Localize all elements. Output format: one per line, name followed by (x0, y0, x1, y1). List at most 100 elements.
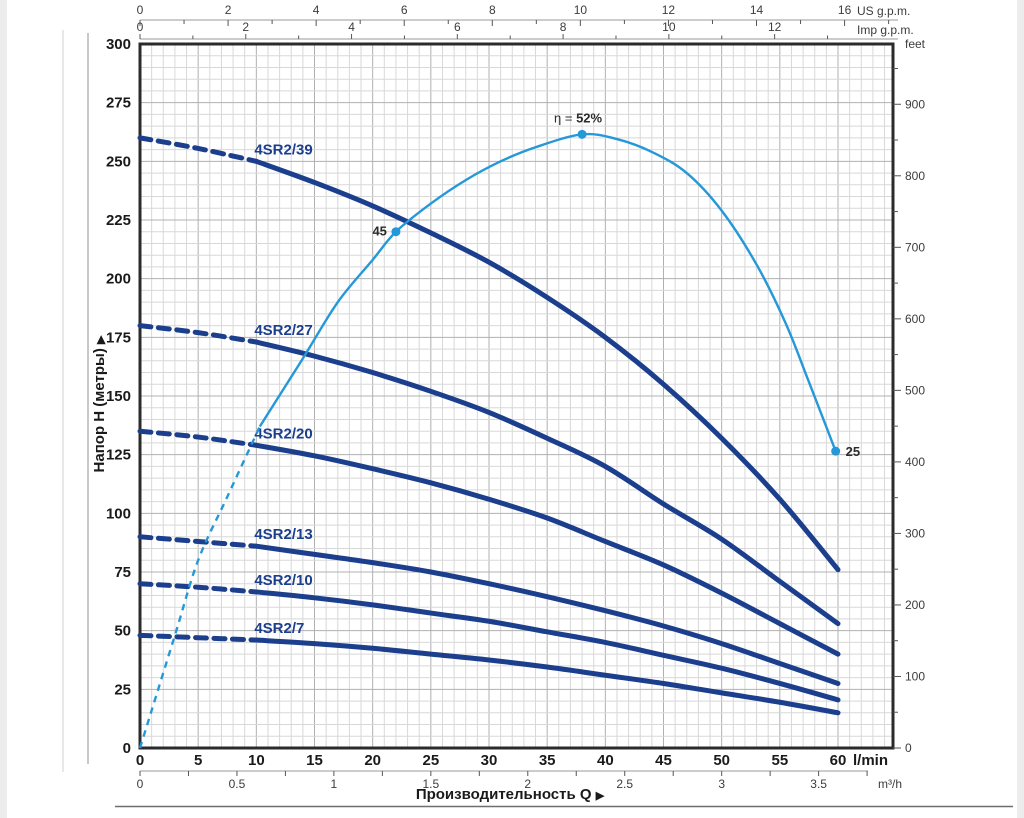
efficiency-point-45 (391, 227, 401, 237)
curve-4sr2-10-dashed (137, 581, 259, 595)
tick-label-meters: 25 (114, 681, 131, 698)
tick-label-meters: 125 (106, 447, 131, 464)
y-axis-title: Напор H (метры) ▶ (91, 335, 108, 472)
axis-unit-us-gpm: US g.p.m. (857, 4, 910, 18)
curve-4sr2-39 (253, 158, 841, 573)
tick-label-imp-gpm: 6 (454, 20, 461, 34)
page-edge-shadow-right (1017, 0, 1024, 818)
curve-4sr2-13 (253, 543, 841, 686)
tick-label-lmin: 10 (248, 752, 265, 769)
tick-label-lmin: 35 (539, 752, 556, 769)
tick-label-lmin: 40 (597, 752, 614, 769)
axis-us-gpm: 0 2 4 6 8 10 12 14 16 US g.p.m. (137, 3, 910, 26)
tick-label-feet: 900 (905, 97, 925, 111)
tick-label-imp-gpm: 0 (137, 20, 144, 34)
efficiency-label-25: 25 (846, 444, 860, 459)
tick-label-meters: 275 (106, 95, 131, 112)
plot-frame (138, 42, 895, 750)
tick-label-meters: 50 (114, 623, 131, 640)
x-axis-title: Производительность Q ▶ (416, 786, 605, 803)
tick-label-us-gpm: 0 (137, 3, 144, 17)
tick-label-meters: 300 (106, 36, 131, 53)
axis-feet: 0 100 200 300 400 500 600 700 800 900 feet (893, 37, 926, 755)
curve-label-4sr2-7: 4SR2/7 (254, 620, 304, 637)
tick-label-m3h: 2.5 (616, 777, 633, 791)
page-edge-shadow-left (0, 0, 7, 818)
tick-label-us-gpm: 2 (225, 3, 232, 17)
tick-label-feet: 500 (905, 383, 925, 397)
tick-label-us-gpm: 8 (489, 3, 496, 17)
tick-label-meters: 200 (106, 271, 131, 288)
tick-label-us-gpm: 6 (401, 3, 408, 17)
curve-4sr2-7 (253, 637, 841, 716)
pump-curves: 4SR2/39 4SR2/27 4SR2/20 4SR2/13 4SR2/10 4SR2/… (137, 135, 841, 716)
tick-label-us-gpm: 14 (750, 3, 764, 17)
axis-unit-lmin: l/min (853, 752, 888, 769)
tick-label-feet: 0 (905, 741, 912, 755)
curve-4sr2-7-dashed (137, 632, 259, 643)
tick-label-feet: 600 (905, 312, 925, 326)
axis-lmin: 0 5 10 15 20 25 30 35 40 45 50 55 60 l/min (136, 752, 888, 769)
tick-label-meters: 175 (106, 329, 131, 346)
tick-label-imp-gpm: 4 (348, 20, 355, 34)
tick-label-meters: 0 (123, 740, 131, 757)
tick-label-meters: 250 (106, 153, 131, 170)
tick-label-imp-gpm: 2 (242, 20, 249, 34)
tick-label-us-gpm: 4 (313, 3, 320, 17)
tick-label-m3h: 2 (524, 777, 531, 791)
axis-unit-feet: feet (905, 37, 926, 51)
tick-label-lmin: 20 (364, 752, 381, 769)
tick-label-m3h: 3.5 (810, 777, 827, 791)
curve-label-4sr2-10: 4SR2/10 (254, 572, 312, 589)
tick-label-meters: 225 (106, 212, 131, 229)
curve-label-4sr2-27: 4SR2/27 (254, 322, 312, 339)
tick-label-lmin: 15 (306, 752, 323, 769)
efficiency-point-52 (577, 129, 587, 139)
tick-label-feet: 100 (905, 669, 925, 683)
tick-label-feet: 700 (905, 240, 925, 254)
curve-4sr2-39-dashed (137, 135, 259, 164)
tick-label-imp-gpm: 10 (662, 20, 676, 34)
tick-label-us-gpm: 10 (574, 3, 588, 17)
curve-4sr2-20 (253, 442, 841, 657)
tick-label-lmin: 60 (830, 752, 847, 769)
tick-label-lmin: 30 (481, 752, 498, 769)
tick-label-lmin: 50 (713, 752, 730, 769)
tick-label-lmin: 5 (194, 752, 202, 769)
tick-label-us-gpm: 12 (662, 3, 676, 17)
axis-meters: 0 25 50 75 100 125 150 175 200 225 250 275 300 (106, 36, 131, 757)
efficiency-point-25 (831, 446, 841, 456)
tick-label-lmin: 45 (655, 752, 672, 769)
axis-unit-m3h: m³/h (878, 777, 902, 791)
efficiency-label-45: 45 (372, 224, 386, 239)
tick-label-feet: 400 (905, 455, 925, 469)
tick-label-m3h: 3 (718, 777, 725, 791)
tick-label-us-gpm: 16 (838, 3, 852, 17)
axis-m3h: 0 0.5 1 1.5 2 2.5 3 3.5 m³/h (137, 770, 902, 791)
efficiency-curve: 45 η = 52% 25 (138, 110, 860, 749)
curve-label-4sr2-39: 4SR2/39 (254, 141, 312, 158)
efficiency-curve-solid (258, 132, 837, 452)
tick-label-feet: 200 (905, 598, 925, 612)
tick-label-m3h: 0.5 (229, 777, 246, 791)
tick-label-m3h: 0 (137, 777, 144, 791)
tick-label-meters: 75 (114, 564, 131, 581)
tick-label-feet: 800 (905, 169, 925, 183)
tick-label-m3h: 1 (331, 777, 338, 791)
curve-4sr2-27 (253, 339, 841, 627)
efficiency-curve-dashed (138, 426, 261, 749)
tick-label-meters: 150 (106, 388, 131, 405)
axis-imp-gpm: 0 2 4 6 8 10 12 Imp g.p.m. (137, 20, 914, 40)
tick-label-imp-gpm: 12 (768, 20, 782, 34)
tick-label-imp-gpm: 8 (560, 20, 567, 34)
tick-label-m3h: 1.5 (422, 777, 439, 791)
curve-label-4sr2-20: 4SR2/20 (254, 425, 312, 442)
tick-label-lmin: 25 (422, 752, 439, 769)
axis-unit-imp-gpm: Imp g.p.m. (857, 23, 914, 37)
tick-label-lmin: 55 (771, 752, 788, 769)
tick-label-feet: 300 (905, 526, 925, 540)
tick-label-meters: 100 (106, 505, 131, 522)
curve-4sr2-27-dashed (137, 323, 259, 345)
